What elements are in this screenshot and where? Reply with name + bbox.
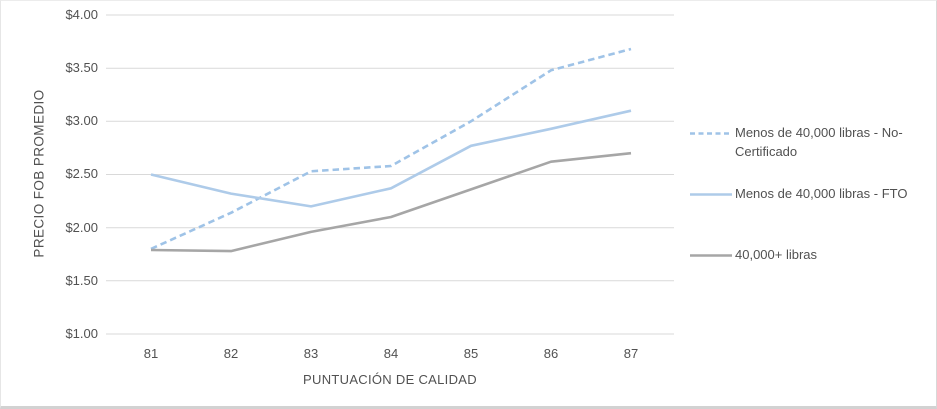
x-axis-title: PUNTUACIÓN DE CALIDAD	[303, 372, 477, 387]
y-tick-label: $3.50	[65, 60, 98, 75]
legend-item-40000-libras: 40,000+ libras	[689, 245, 931, 265]
legend-item-no-certificado: Menos de 40,000 libras - No-Certificado	[689, 123, 931, 161]
x-tick-label: 87	[623, 346, 639, 361]
series-line	[150, 47, 632, 251]
series-line	[150, 109, 632, 208]
x-tick-label: 85	[463, 346, 479, 361]
legend: Menos de 40,000 libras - No-Certificado …	[689, 1, 931, 406]
series-line	[150, 151, 632, 253]
x-tick-label: 86	[543, 346, 559, 361]
legend-label: Menos de 40,000 libras - FTO	[735, 186, 908, 201]
y-tick-label: $3.00	[65, 113, 98, 128]
solid-line-swatch-icon	[690, 193, 732, 196]
y-tick-label: $4.00	[65, 7, 98, 22]
solid-line-swatch-icon	[690, 254, 732, 257]
x-tick-label: 82	[223, 346, 239, 361]
legend-label: 40,000+ libras	[735, 247, 818, 262]
x-tick-label: 84	[383, 346, 399, 361]
x-tick-label: 83	[303, 346, 319, 361]
dashed-line-swatch-icon	[690, 132, 732, 135]
y-tick-label: $1.00	[65, 326, 98, 341]
y-tick-label: $2.50	[65, 166, 98, 181]
legend-item-fto: Menos de 40,000 libras - FTO	[689, 184, 931, 204]
y-tick-label: $1.50	[65, 273, 98, 288]
legend-label: Menos de 40,000 libras - No-Certificado	[735, 125, 903, 159]
x-tick-label: 81	[143, 346, 159, 361]
y-tick-label: $2.00	[65, 220, 98, 235]
